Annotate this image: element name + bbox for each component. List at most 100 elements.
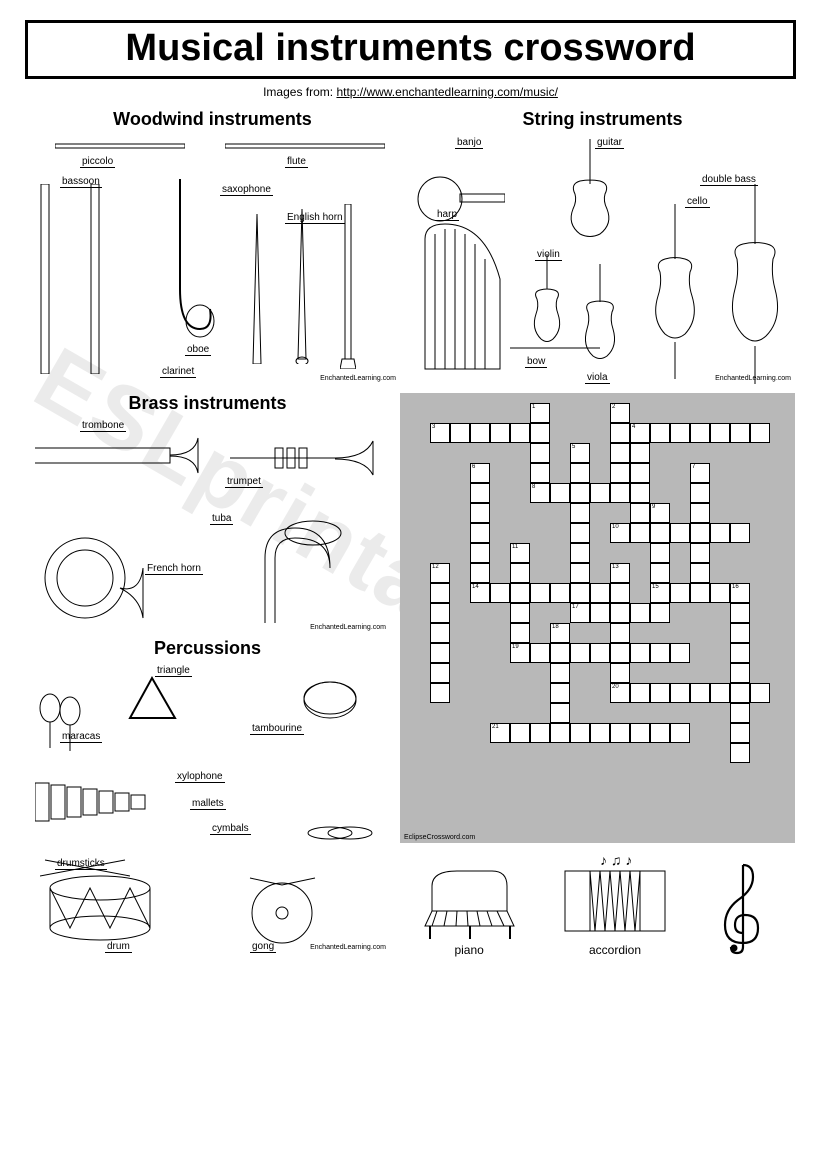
crossword-cell[interactable]: 10 (610, 523, 630, 543)
crossword-cell[interactable] (510, 423, 530, 443)
crossword-cell[interactable] (470, 563, 490, 583)
crossword-cell[interactable] (670, 683, 690, 703)
crossword-cell[interactable] (550, 483, 570, 503)
crossword-cell[interactable] (630, 443, 650, 463)
crossword-cell[interactable]: 12 (430, 563, 450, 583)
crossword-cell[interactable] (470, 423, 490, 443)
crossword-cell[interactable] (510, 583, 530, 603)
crossword-cell[interactable] (730, 423, 750, 443)
crossword-cell[interactable] (570, 463, 590, 483)
crossword-cell[interactable] (630, 503, 650, 523)
crossword-cell[interactable] (710, 523, 730, 543)
crossword-cell[interactable] (590, 603, 610, 623)
crossword-cell[interactable] (650, 643, 670, 663)
crossword-cell[interactable]: 19 (510, 643, 530, 663)
crossword-cell[interactable] (430, 603, 450, 623)
crossword-cell[interactable]: 9 (650, 503, 670, 523)
crossword-cell[interactable] (670, 643, 690, 663)
crossword-cell[interactable] (570, 583, 590, 603)
crossword-cell[interactable] (730, 723, 750, 743)
crossword-cell[interactable] (550, 663, 570, 683)
crossword-cell[interactable] (470, 503, 490, 523)
crossword-cell[interactable] (550, 703, 570, 723)
crossword-cell[interactable] (650, 563, 670, 583)
crossword-cell[interactable] (650, 543, 670, 563)
crossword-cell[interactable] (550, 683, 570, 703)
crossword-cell[interactable]: 14 (470, 583, 490, 603)
crossword-cell[interactable]: 20 (610, 683, 630, 703)
crossword-cell[interactable] (470, 543, 490, 563)
crossword-cell[interactable] (750, 683, 770, 703)
crossword-cell[interactable] (650, 603, 670, 623)
crossword-cell[interactable] (570, 563, 590, 583)
crossword-cell[interactable] (690, 423, 710, 443)
crossword-cell[interactable] (690, 583, 710, 603)
crossword-cell[interactable] (710, 683, 730, 703)
crossword-cell[interactable] (510, 563, 530, 583)
crossword-cell[interactable] (550, 723, 570, 743)
crossword-cell[interactable] (730, 623, 750, 643)
crossword-cell[interactable] (750, 423, 770, 443)
crossword-cell[interactable] (570, 723, 590, 743)
crossword-cell[interactable] (590, 643, 610, 663)
crossword-cell[interactable]: 13 (610, 563, 630, 583)
crossword-cell[interactable] (610, 643, 630, 663)
crossword-cell[interactable] (610, 483, 630, 503)
crossword-cell[interactable] (530, 583, 550, 603)
crossword-cell[interactable] (610, 443, 630, 463)
crossword-cell[interactable] (730, 523, 750, 543)
crossword-cell[interactable] (730, 603, 750, 623)
crossword-cell[interactable]: 18 (550, 623, 570, 643)
crossword-cell[interactable]: 17 (570, 603, 590, 623)
crossword-cell[interactable] (530, 443, 550, 463)
crossword-cell[interactable] (690, 543, 710, 563)
crossword-cell[interactable] (730, 683, 750, 703)
crossword-cell[interactable] (670, 423, 690, 443)
crossword-cell[interactable] (590, 483, 610, 503)
crossword-cell[interactable] (510, 603, 530, 623)
crossword-cell[interactable] (690, 503, 710, 523)
crossword-cell[interactable] (610, 423, 630, 443)
crossword-cell[interactable]: 3 (430, 423, 450, 443)
crossword-cell[interactable] (610, 623, 630, 643)
crossword-cell[interactable] (730, 643, 750, 663)
crossword-cell[interactable] (470, 523, 490, 543)
crossword-cell[interactable] (650, 423, 670, 443)
crossword-cell[interactable] (550, 583, 570, 603)
crossword-cell[interactable] (610, 723, 630, 743)
crossword-cell[interactable] (430, 663, 450, 683)
crossword-cell[interactable] (570, 643, 590, 663)
crossword-cell[interactable] (570, 543, 590, 563)
crossword-cell[interactable] (650, 723, 670, 743)
crossword-cell[interactable] (470, 483, 490, 503)
crossword-cell[interactable] (450, 423, 470, 443)
crossword-cell[interactable]: 11 (510, 543, 530, 563)
crossword-cell[interactable] (530, 423, 550, 443)
crossword-cell[interactable] (610, 463, 630, 483)
crossword-cell[interactable] (690, 523, 710, 543)
crossword-cell[interactable] (530, 463, 550, 483)
crossword-cell[interactable] (630, 683, 650, 703)
crossword-cell[interactable] (630, 483, 650, 503)
crossword-cell[interactable] (650, 523, 670, 543)
crossword-cell[interactable] (430, 583, 450, 603)
crossword-cell[interactable] (650, 683, 670, 703)
crossword-cell[interactable] (430, 623, 450, 643)
crossword-cell[interactable] (570, 523, 590, 543)
crossword-cell[interactable] (550, 643, 570, 663)
crossword-cell[interactable]: 7 (690, 463, 710, 483)
crossword-cell[interactable] (730, 663, 750, 683)
crossword-cell[interactable] (670, 523, 690, 543)
crossword-cell[interactable] (590, 723, 610, 743)
crossword-cell[interactable] (630, 643, 650, 663)
crossword-cell[interactable] (630, 463, 650, 483)
crossword-cell[interactable]: 16 (730, 583, 750, 603)
crossword-cell[interactable] (710, 583, 730, 603)
crossword-cell[interactable] (610, 663, 630, 683)
crossword-cell[interactable]: 5 (570, 443, 590, 463)
crossword-cell[interactable]: 15 (650, 583, 670, 603)
crossword-cell[interactable] (590, 583, 610, 603)
crossword-cell[interactable] (530, 723, 550, 743)
crossword-cell[interactable]: 21 (490, 723, 510, 743)
crossword-cell[interactable] (610, 583, 630, 603)
